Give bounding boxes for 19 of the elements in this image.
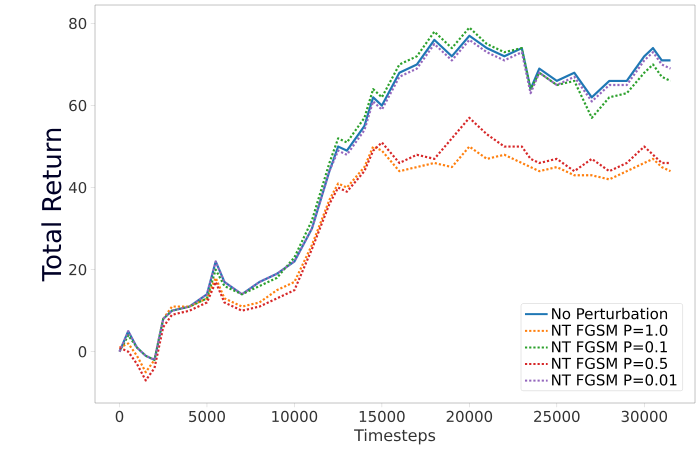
x-tick-label: 5000 [189,410,225,422]
legend-label: NT FGSM P=0.5 [552,358,668,370]
y-axis-title: Total Return [41,128,62,282]
x-axis-title: Timesteps [354,428,436,444]
legend-label: No Perturbation [552,308,668,320]
y-tick-label: 60 [69,100,86,112]
legend-label: NT FGSM P=1.0 [552,324,668,336]
x-tick-label: 20000 [446,410,492,422]
y-tick-label: 40 [68,182,86,194]
y-tick-label: 20 [69,264,86,276]
y-tick-label: 0 [78,346,86,358]
x-tick-label: 15000 [360,410,405,422]
x-tick-label: 25000 [534,410,580,422]
x-tick-label: 10000 [272,410,318,422]
legend-label: NT FGSM P=0.01 [552,374,676,386]
y-tick-label: 80 [69,18,86,30]
x-tick-label: 0 [116,410,124,422]
legend-label: NT FGSM P=0.1 [552,341,667,352]
x-tick-label: 30000 [622,410,668,422]
